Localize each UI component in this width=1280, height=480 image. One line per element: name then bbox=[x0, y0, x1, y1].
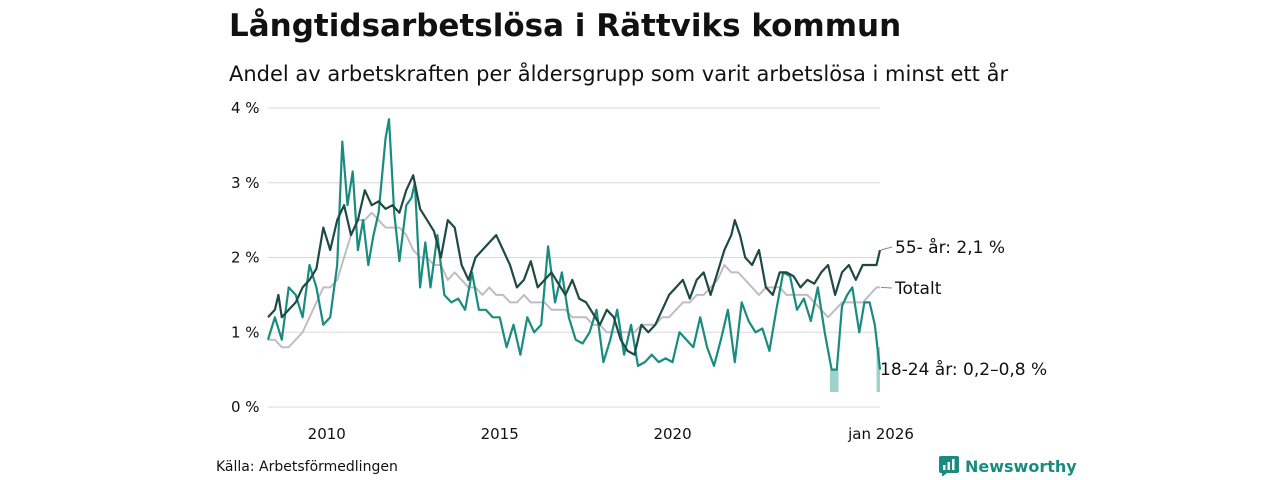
end-label-young: 18-24 år: 0,2–0,8 % bbox=[880, 359, 1047, 380]
y-tick-label: 0 % bbox=[231, 398, 260, 416]
y-tick-label: 3 % bbox=[231, 174, 260, 192]
series-layer bbox=[266, 118, 882, 371]
band-layer bbox=[829, 347, 880, 393]
young-uncertainty-band bbox=[829, 369, 839, 393]
brand-logo[interactable]: Newsworthy bbox=[939, 456, 1077, 476]
x-tick-label: 2015 bbox=[481, 425, 519, 443]
y-tick-label: 1 % bbox=[231, 323, 260, 341]
newsworthy-logo-icon bbox=[939, 456, 959, 476]
x-tick-label: jan 2026 bbox=[847, 425, 914, 443]
y-tick-label: 4 % bbox=[231, 99, 260, 117]
x-tick-label: 2010 bbox=[308, 425, 346, 443]
series-line-older bbox=[267, 174, 882, 356]
label-layer: 0 % 1 % 2 % 3 % 4 % 2010 2015 2020 jan 2026 Total… bbox=[231, 99, 1047, 443]
chart-title: Långtidsarbetslösa i Rättviks kommun bbox=[229, 8, 902, 44]
x-tick-label: 2020 bbox=[653, 425, 691, 443]
end-label-total: Totalt bbox=[894, 279, 942, 299]
end-label-connector bbox=[880, 246, 893, 251]
grid-layer bbox=[268, 107, 880, 408]
source-note: Källa: Arbetsförmedlingen bbox=[216, 459, 398, 475]
chart-subtitle: Andel av arbetskraften per åldersgrupp s… bbox=[229, 62, 1009, 86]
end-label-older: 55- år: 2,1 % bbox=[895, 237, 1005, 258]
y-tick-label: 2 % bbox=[231, 249, 260, 267]
young-uncertainty-band bbox=[876, 347, 880, 393]
brand-name: Newsworthy bbox=[965, 456, 1077, 476]
end-label-connector bbox=[880, 286, 893, 289]
